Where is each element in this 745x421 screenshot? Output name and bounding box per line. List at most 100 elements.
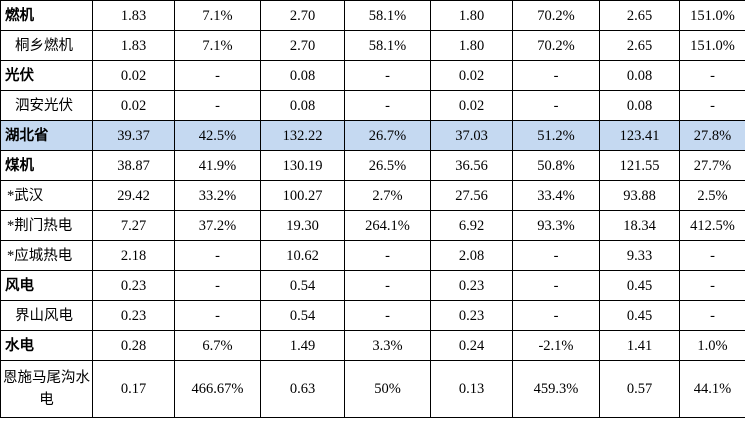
table-cell: 2.5% <box>679 180 745 211</box>
table-row: *武汉 29.42 33.2% 100.27 2.7% 27.56 33.4% 93.88 2.… <box>0 180 745 211</box>
table-cell: - <box>174 240 261 271</box>
table-row: 煤机 38.87 41.9% 130.19 26.5% 36.56 50.8% 121.55 2… <box>0 150 745 181</box>
table-cell: 27.7% <box>679 150 745 181</box>
table-cell: - <box>344 90 431 121</box>
row-label: 煤机 <box>0 150 93 181</box>
table-cell: 6.92 <box>430 210 513 241</box>
table-cell: 0.24 <box>430 330 513 361</box>
table-cell: 412.5% <box>679 210 745 241</box>
table-cell: 0.08 <box>599 90 680 121</box>
table-cell: - <box>344 270 431 301</box>
table-cell: 6.7% <box>174 330 261 361</box>
table-cell: 7.1% <box>174 0 261 31</box>
table-cell: - <box>679 270 745 301</box>
table-cell: 0.13 <box>430 360 513 418</box>
table-cell: 29.42 <box>92 180 175 211</box>
row-label: 风电 <box>0 270 93 301</box>
table-cell: 18.34 <box>599 210 680 241</box>
table-cell: 466.67% <box>174 360 261 418</box>
table-cell: - <box>512 240 600 271</box>
table-cell: -2.1% <box>512 330 600 361</box>
table-cell: 51.2% <box>512 120 600 151</box>
table-cell: - <box>679 60 745 91</box>
table-cell: 33.2% <box>174 180 261 211</box>
table-cell: 2.70 <box>260 0 345 31</box>
row-label: 光伏 <box>0 60 93 91</box>
row-label: *荆门热电 <box>0 210 93 241</box>
table-row: 水电 0.28 6.7% 1.49 3.3% 0.24 -2.1% 1.41 1.0% <box>0 330 745 361</box>
table-row: 湖北省 39.37 42.5% 132.22 26.7% 37.03 51.2% 123.41… <box>0 120 745 151</box>
table-row: 光伏 0.02-0.08-0.02-0.08- <box>0 60 745 91</box>
table-row: 风电 0.23-0.54-0.23-0.45- <box>0 270 745 301</box>
row-label: 湖北省 <box>0 120 93 151</box>
table-cell: 0.23 <box>430 300 513 331</box>
row-label: 恩施马尾沟水电 <box>0 360 93 418</box>
table-cell: 151.0% <box>679 30 745 61</box>
table-row: *应城热电 2.18-10.62-2.08-9.33- <box>0 240 745 271</box>
table-cell: 27.56 <box>430 180 513 211</box>
table-cell: 100.27 <box>260 180 345 211</box>
table-cell: - <box>174 270 261 301</box>
table-cell: - <box>679 240 745 271</box>
table-cell: 2.65 <box>599 0 680 31</box>
table-cell: - <box>512 90 600 121</box>
table-cell: 0.23 <box>92 270 175 301</box>
table-cell: 0.28 <box>92 330 175 361</box>
table-cell: 39.37 <box>92 120 175 151</box>
table-cell: 0.02 <box>92 90 175 121</box>
table-cell: 1.83 <box>92 0 175 31</box>
table-cell: 58.1% <box>344 30 431 61</box>
table-cell: 26.7% <box>344 120 431 151</box>
table-cell: 132.22 <box>260 120 345 151</box>
table-cell: - <box>344 240 431 271</box>
row-label: 界山风电 <box>0 300 93 331</box>
table-cell: 19.30 <box>260 210 345 241</box>
table-row: *荆门热电 7.27 37.2% 19.30 264.1% 6.92 93.3% 18.34 4… <box>0 210 745 241</box>
table-cell: 58.1% <box>344 0 431 31</box>
table-cell: - <box>174 60 261 91</box>
table-cell: - <box>174 90 261 121</box>
table-cell: 33.4% <box>512 180 600 211</box>
table-cell: 2.70 <box>260 30 345 61</box>
table-cell: 93.88 <box>599 180 680 211</box>
row-label: 泗安光伏 <box>0 90 93 121</box>
table-cell: 9.33 <box>599 240 680 271</box>
table-cell: - <box>344 300 431 331</box>
table-cell: 27.8% <box>679 120 745 151</box>
table-cell: 0.08 <box>260 60 345 91</box>
table-cell: 1.49 <box>260 330 345 361</box>
row-label: 桐乡燃机 <box>0 30 93 61</box>
table-cell: 1.0% <box>679 330 745 361</box>
table-cell: 151.0% <box>679 0 745 31</box>
table-cell: 93.3% <box>512 210 600 241</box>
table-cell: 0.54 <box>260 270 345 301</box>
table-cell: - <box>512 270 600 301</box>
row-label: *应城热电 <box>0 240 93 271</box>
table-cell: 121.55 <box>599 150 680 181</box>
table-cell: - <box>344 60 431 91</box>
table-cell: 37.03 <box>430 120 513 151</box>
table-cell: 0.02 <box>92 60 175 91</box>
table-cell: 41.9% <box>174 150 261 181</box>
table-cell: - <box>679 300 745 331</box>
table-cell: 70.2% <box>512 0 600 31</box>
table-cell: 50.8% <box>512 150 600 181</box>
table-cell: 10.62 <box>260 240 345 271</box>
table-cell: 50% <box>344 360 431 418</box>
table-cell: 7.27 <box>92 210 175 241</box>
table-cell: 0.45 <box>599 300 680 331</box>
table-cell: - <box>174 300 261 331</box>
table-cell: 0.23 <box>430 270 513 301</box>
table-cell: 42.5% <box>174 120 261 151</box>
table-cell: 7.1% <box>174 30 261 61</box>
table-cell: 70.2% <box>512 30 600 61</box>
table-row: 恩施马尾沟水电 0.17 466.67% 0.63 50% 0.13 459.3% 0.57 4… <box>0 360 745 418</box>
table-cell: - <box>512 300 600 331</box>
table-cell: 0.54 <box>260 300 345 331</box>
table-cell: 2.08 <box>430 240 513 271</box>
table-cell: 2.7% <box>344 180 431 211</box>
table-cell: - <box>512 60 600 91</box>
row-label: *武汉 <box>0 180 93 211</box>
table-cell: 0.57 <box>599 360 680 418</box>
